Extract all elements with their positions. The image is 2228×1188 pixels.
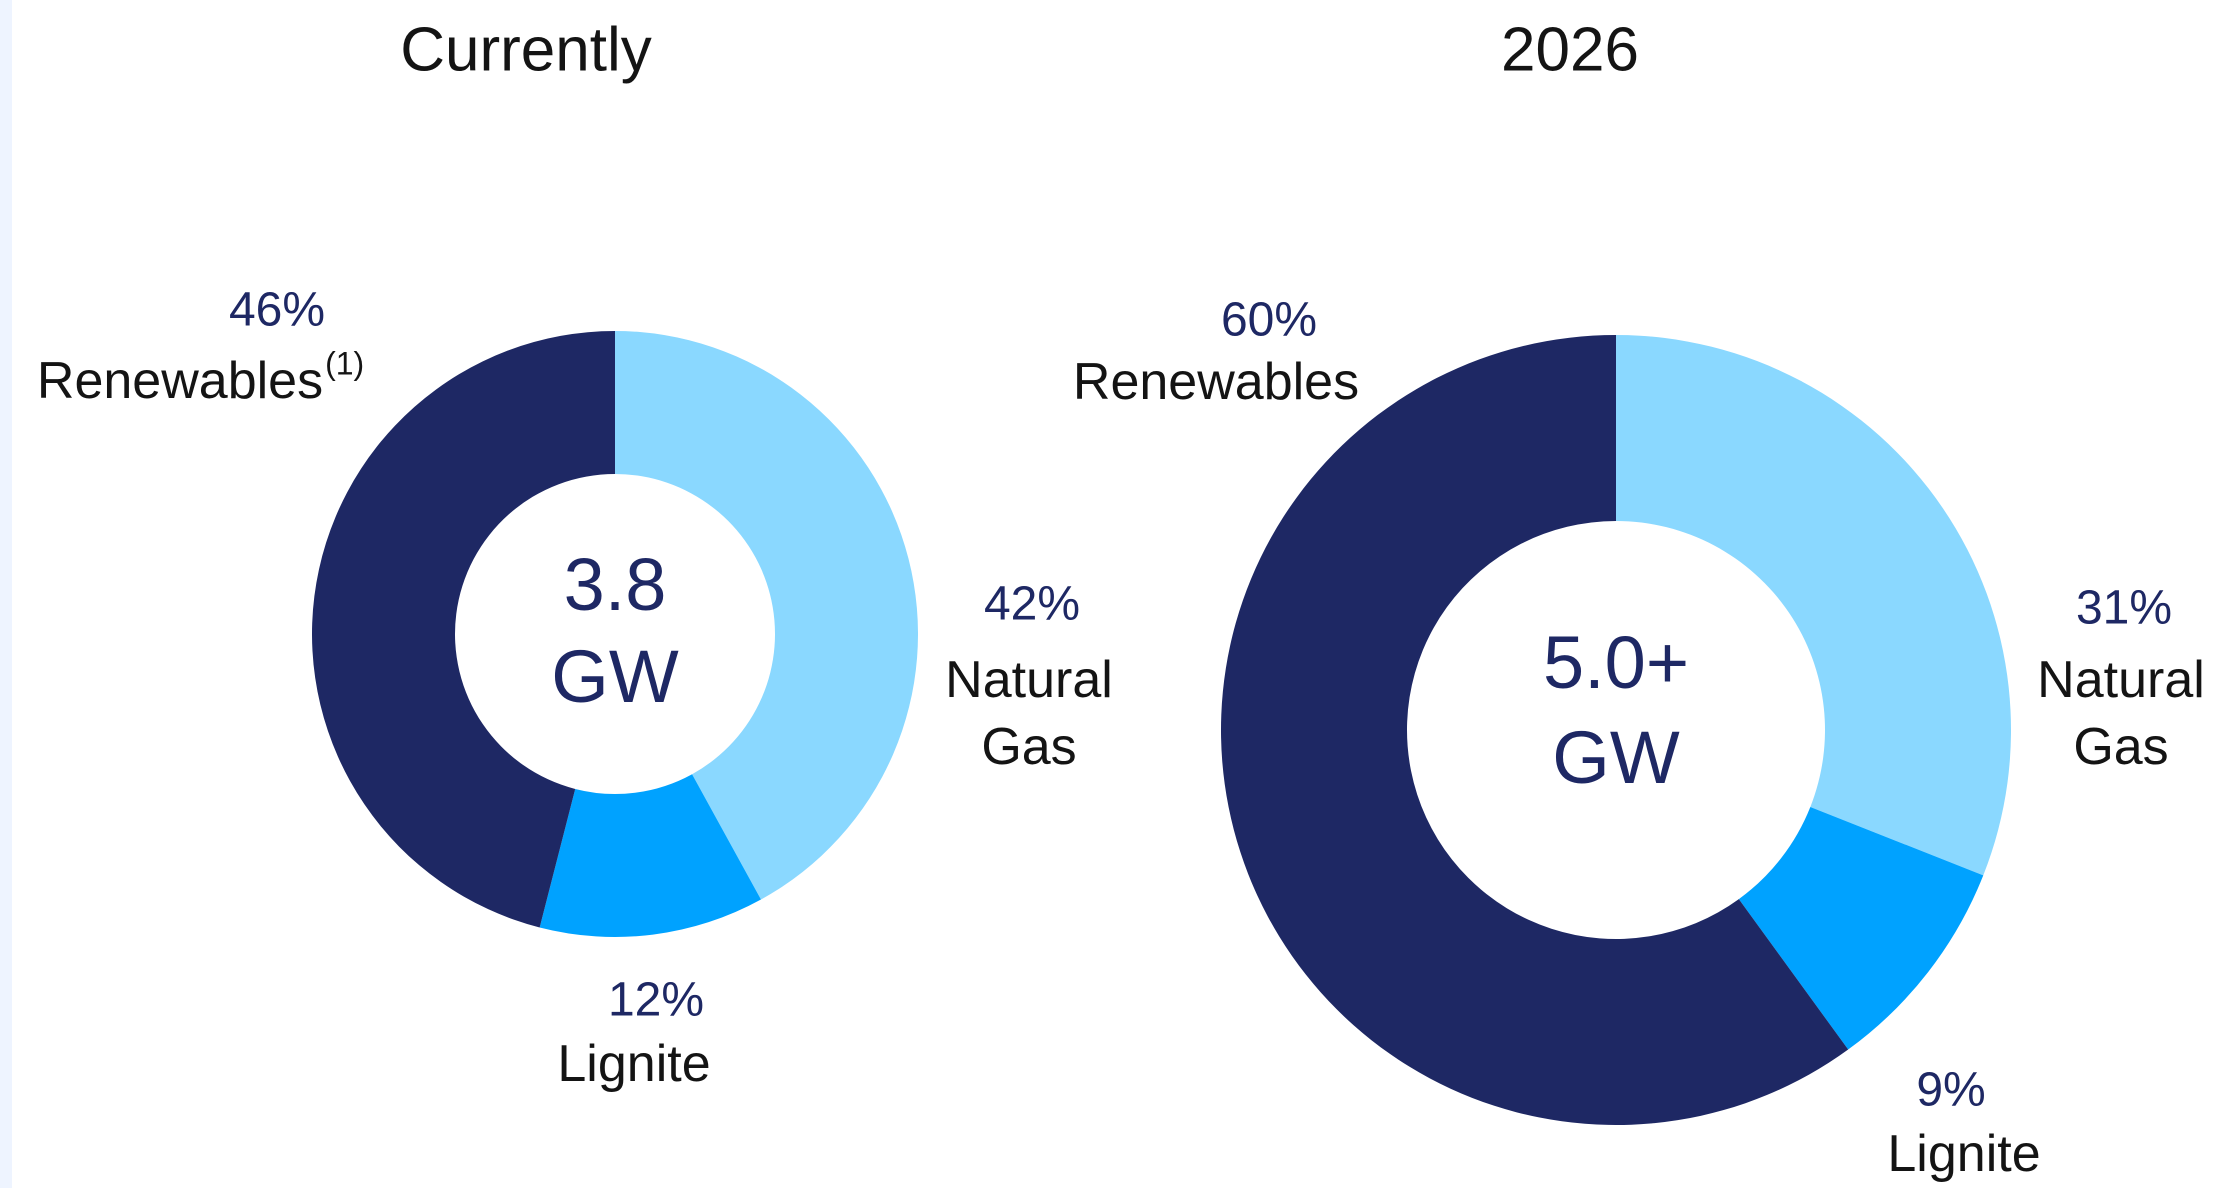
left-edge: [0, 0, 12, 1188]
donut-segment: [1616, 335, 2011, 876]
category-label: Lignite: [557, 1035, 710, 1093]
chart-title: Currently: [400, 15, 652, 84]
chart-title: 2026: [1501, 15, 1639, 84]
category-label: Natural Gas: [945, 651, 1113, 776]
value-label: 60%: [1221, 294, 1317, 347]
donut-segment: [539, 774, 761, 938]
category-label: Renewables: [37, 352, 323, 410]
value-label: 42%: [984, 578, 1080, 631]
category-label: Natural Gas: [2037, 651, 2205, 776]
donut-segment: [311, 331, 615, 928]
category-label: Renewables: [1073, 353, 1359, 411]
donut-segment: [1738, 806, 1984, 1050]
value-label: 12%: [608, 974, 704, 1027]
footnote-marker: (1): [325, 345, 364, 381]
value-label: 9%: [1916, 1064, 1985, 1117]
center-label: 5.0+ GW: [1543, 621, 1689, 799]
center-label: 3.8 GW: [551, 543, 679, 718]
donut-segment: [615, 331, 919, 900]
category-label: Lignite: [1887, 1125, 2040, 1183]
donut-segment: [1220, 335, 1849, 1125]
value-label: 46%: [229, 284, 325, 337]
value-label: 31%: [2076, 582, 2172, 635]
